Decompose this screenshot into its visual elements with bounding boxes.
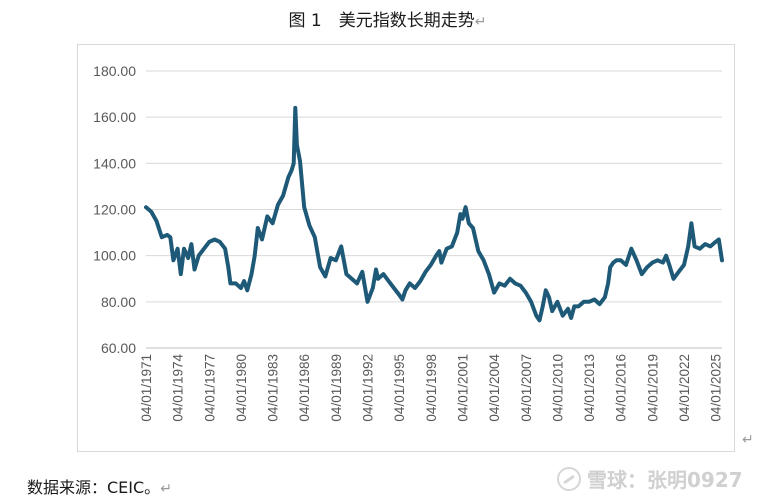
snowball-logo-icon — [557, 467, 581, 491]
chart-frame — [77, 44, 735, 452]
watermark-text: 雪球：张明0927 — [587, 468, 743, 492]
x-tick-label: 04/01/1980 — [234, 354, 249, 422]
watermark: 雪球：张明0927 — [557, 464, 743, 493]
y-tick-label: 80.00 — [101, 294, 136, 310]
gridlines — [146, 70, 722, 303]
y-axis-tick-labels: 60.00 80.00 100.00 120.00 140.00 160.00 180.00 — [93, 63, 136, 356]
x-tick-label: 04/01/1971 — [139, 354, 154, 422]
y-tick-label: 120.00 — [93, 202, 136, 218]
paragraph-return-icon: ↵ — [474, 14, 487, 30]
x-tick-label: 04/01/2007 — [519, 354, 534, 422]
caption-text: 图 1 美元指数长期走势 — [288, 11, 475, 31]
x-tick-label: 04/01/2025 — [709, 354, 724, 422]
x-tick-label: 04/01/1983 — [266, 354, 281, 422]
x-tick-label: 04/01/1974 — [171, 354, 186, 422]
x-tick-label: 04/01/2004 — [487, 354, 502, 422]
y-tick-label: 180.00 — [93, 63, 136, 79]
x-tick-label: 04/01/2022 — [677, 354, 692, 422]
figure-caption: 图 1 美元指数长期走势↵ — [0, 6, 775, 31]
x-axis-tick-labels: 04/01/1971 04/01/1974 04/01/1977 04/01/1980… — [139, 354, 724, 422]
x-tick-label: 04/01/1998 — [424, 354, 439, 422]
source-text: 数据来源：CEIC。 — [27, 478, 161, 497]
x-tick-label: 04/01/2019 — [645, 354, 660, 422]
source-note: 数据来源：CEIC。↵ — [27, 474, 172, 498]
series-line-dollar-index — [144, 105, 724, 323]
y-tick-label: 100.00 — [93, 248, 136, 264]
x-tick-label: 04/01/2013 — [582, 354, 597, 422]
x-tick-label: 04/01/1986 — [297, 354, 312, 422]
y-tick-label: 140.00 — [93, 155, 136, 171]
y-tick-label: 60.00 — [101, 340, 136, 356]
chart-return-icon: ↵ — [742, 432, 754, 448]
source-return-icon: ↵ — [160, 481, 172, 497]
x-tick-label: 04/01/2016 — [614, 354, 629, 422]
y-tick-label: 160.00 — [93, 109, 136, 125]
x-tick-label: 04/01/1992 — [361, 354, 376, 422]
x-tick-label: 04/01/2010 — [550, 354, 565, 422]
x-tick-label: 04/01/2001 — [455, 354, 470, 422]
x-tick-label: 04/01/1995 — [392, 354, 407, 422]
x-tick-label: 04/01/1977 — [202, 354, 217, 422]
x-tick-label: 04/01/1989 — [329, 354, 344, 422]
